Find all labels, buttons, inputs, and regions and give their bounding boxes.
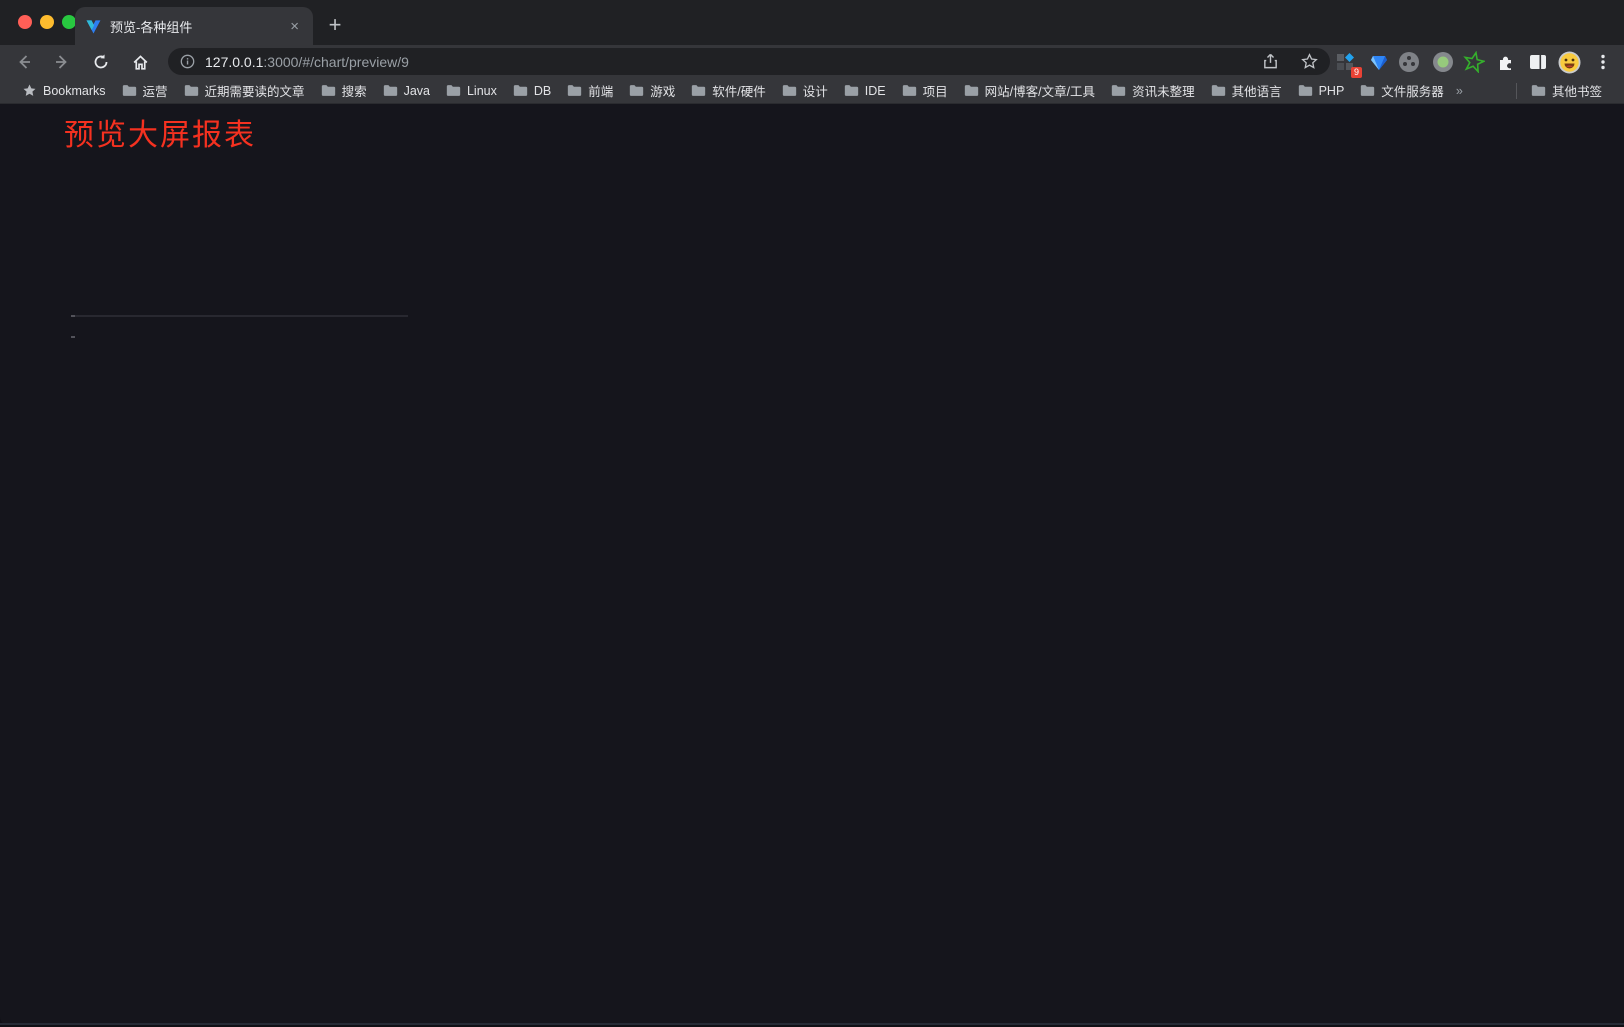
bookmark-star-icon[interactable] [1301, 53, 1318, 70]
folder-icon [122, 85, 136, 96]
url-path: :3000/#/chart/preview/9 [263, 53, 409, 70]
bookmark-folder-label: 前端 [588, 85, 614, 99]
bookmark-folder-item[interactable]: 软件/硬件 [683, 81, 773, 100]
browser-menu-icon[interactable] [1590, 49, 1616, 75]
url-text: 127.0.0.1:3000/#/chart/preview/9 [205, 54, 409, 70]
bookmark-folder-item[interactable]: 游戏 [621, 81, 683, 100]
extension-gray-circle-icon[interactable] [1396, 49, 1422, 75]
bookmark-folder-label: 运营 [142, 85, 168, 99]
bookmark-folder-label: Java [403, 83, 430, 98]
url-bar[interactable]: 127.0.0.1:3000/#/chart/preview/9 [168, 48, 1330, 75]
folder-icon [446, 85, 461, 96]
bookmarks-label: Bookmarks [43, 83, 106, 98]
bookmark-folder-item[interactable]: 其他语言 [1203, 81, 1290, 100]
folder-icon [692, 85, 706, 96]
bookmark-folder-list: 运营 近期需要读的文章 搜索 Java Linux DB 前端 游戏 软件/硬件 设计 IDE 项目 网… [114, 81, 1452, 100]
folder-icon [184, 85, 198, 96]
bookmark-folder-item[interactable]: 项目 [894, 81, 956, 100]
bookmark-folder-label: 网站/博客/文章/工具 [984, 85, 1096, 99]
window-close-button[interactable] [18, 15, 32, 29]
folder-icon [1298, 85, 1312, 96]
folder-icon [1211, 85, 1225, 96]
bookmark-folder-item[interactable]: IDE [836, 84, 894, 98]
bookmark-folder-label: 其他语言 [1231, 85, 1282, 99]
folder-icon [321, 85, 335, 96]
folder-icon [383, 85, 397, 96]
forward-button[interactable] [48, 48, 76, 76]
bookmark-folder-item[interactable]: Linux [438, 84, 505, 98]
back-button[interactable] [10, 48, 38, 76]
other-bookmarks-area: 其他书签 [1510, 81, 1610, 100]
extension-puzzle-icon[interactable] [1493, 49, 1519, 75]
bookmark-folder-label: 游戏 [650, 85, 676, 99]
bookmark-folder-item[interactable]: 文件服务器 [1352, 81, 1452, 100]
bookmarks-divider [1515, 82, 1517, 99]
bookmark-folder-label: 设计 [802, 85, 828, 99]
page-content: 预览大屏报表 [0, 104, 1624, 1025]
url-host: 127.0.0.1 [205, 53, 264, 70]
bookmark-folder-label: 搜索 [341, 85, 367, 99]
tab-close-icon[interactable]: × [290, 17, 299, 35]
home-button[interactable] [126, 48, 154, 76]
bookmark-folder-item[interactable]: DB [505, 84, 559, 98]
page-title: 预览大屏报表 [64, 119, 256, 152]
axes [71, 315, 408, 338]
bookmark-folder-item[interactable]: 网站/博客/文章/工具 [956, 81, 1103, 100]
folder-icon [782, 85, 796, 96]
folder-icon [513, 85, 528, 96]
grouped-bar-chart [40, 145, 430, 380]
extension-sidepanel-icon[interactable] [1525, 49, 1551, 75]
bookmark-folder-label: Linux [466, 83, 497, 98]
folder-icon [1111, 85, 1126, 96]
bookmark-folder-label: 软件/硬件 [712, 85, 766, 99]
window-zoom-button[interactable] [62, 15, 76, 29]
bookmarks-overflow-chevron[interactable]: » [1455, 83, 1463, 98]
bookmarks-star-icon [23, 84, 36, 96]
folder-icon [964, 85, 978, 96]
folder-icon [630, 85, 644, 96]
folder-icon [1361, 85, 1375, 96]
window-minimize-button[interactable] [40, 15, 54, 29]
folder-icon [844, 85, 858, 96]
page-info-icon[interactable] [180, 54, 195, 69]
bookmark-folder-label: 项目 [922, 85, 948, 99]
bookmark-folder-label: PHP [1318, 83, 1345, 98]
browser-toolbar: 127.0.0.1:3000/#/chart/preview/9 9 [0, 45, 1624, 78]
bookmarks-manager-item[interactable]: Bookmarks [14, 83, 114, 98]
new-tab-button[interactable]: + [328, 12, 342, 37]
site-favicon-icon [86, 19, 101, 33]
bookmark-folder-item[interactable]: 设计 [774, 81, 836, 100]
bookmark-folder-item[interactable]: 资讯未整理 [1103, 81, 1203, 100]
extension-record-icon[interactable] [1430, 49, 1456, 75]
extension-badge: 9 [1350, 67, 1362, 78]
extension-gem-icon[interactable] [1366, 49, 1392, 75]
bookmark-folder-label: 近期需要读的文章 [204, 85, 305, 99]
tab-strip: 预览-各种组件 × + [0, 0, 1624, 45]
extension-green-star-icon[interactable] [1461, 49, 1487, 75]
share-icon[interactable] [1262, 53, 1279, 70]
browser-tab[interactable]: 预览-各种组件 × [75, 7, 313, 45]
folder-icon [902, 85, 916, 96]
reload-button[interactable] [87, 48, 115, 76]
bookmark-folder-item[interactable]: PHP [1290, 84, 1353, 98]
bookmark-folder-label: 资讯未整理 [1132, 85, 1195, 99]
bookmark-folder-label: IDE [864, 83, 886, 98]
other-bookmarks-label: 其他书签 [1551, 85, 1602, 99]
bookmark-folder-item[interactable]: 搜索 [313, 81, 375, 100]
bookmark-folder-label: 文件服务器 [1381, 85, 1444, 99]
folder-icon [568, 85, 582, 96]
bookmark-folder-item[interactable]: 运营 [114, 81, 176, 100]
bookmark-folder-item[interactable]: 近期需要读的文章 [176, 81, 313, 100]
window-bottom-edge [0, 1023, 1624, 1025]
folder-icon [1531, 85, 1546, 96]
bookmarks-bar: Bookmarks 运营 近期需要读的文章 搜索 Java Linux DB 前端 游戏 软件/… [0, 78, 1624, 104]
other-bookmarks-item[interactable]: 其他书签 [1523, 81, 1610, 100]
bookmark-folder-label: DB [533, 83, 552, 98]
bookmark-folder-item[interactable]: 前端 [559, 81, 621, 100]
tab-title: 预览-各种组件 [110, 19, 193, 35]
extension-grid-icon[interactable]: 9 [1332, 49, 1362, 78]
bookmark-folder-item[interactable]: Java [375, 84, 438, 98]
extension-emoji-icon[interactable] [1556, 49, 1582, 75]
